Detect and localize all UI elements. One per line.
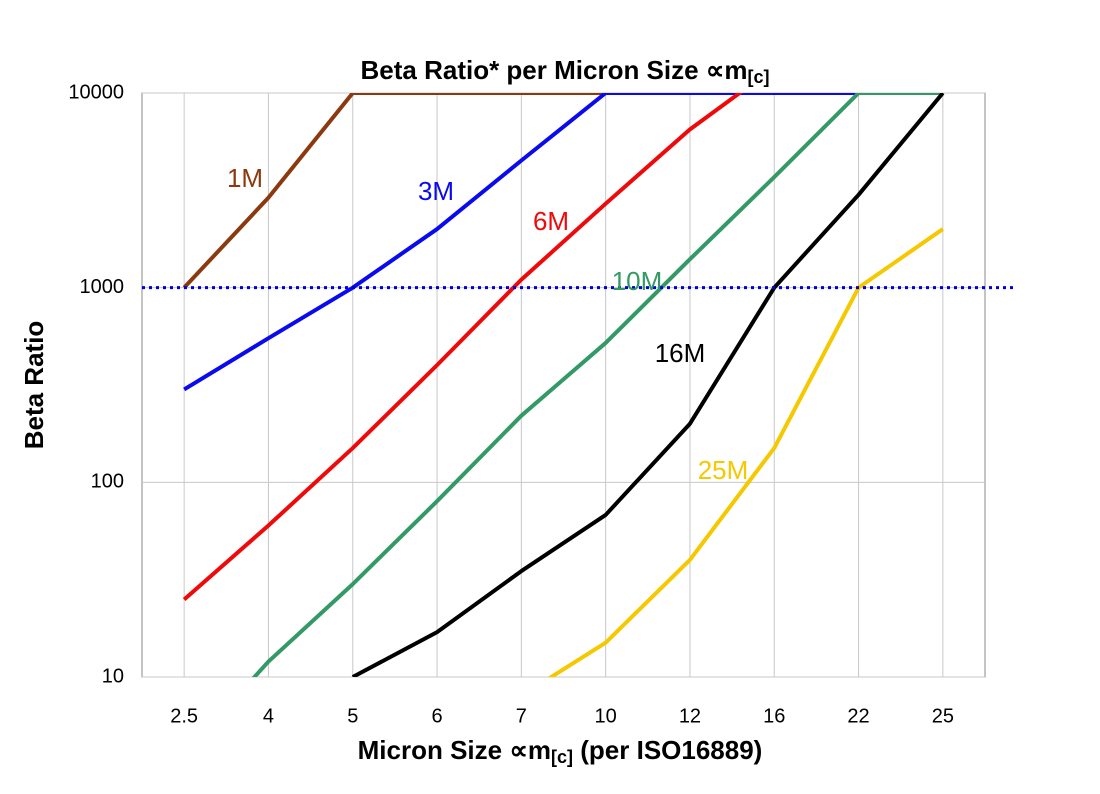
x-tick-label: 16 [763,705,785,727]
series-label: 10M [612,266,663,296]
x-label-main: Micron Size ∝m [358,735,551,765]
series-label: 1M [227,163,263,193]
x-tick-label: 4 [263,705,274,727]
x-label-sub: [c] [551,747,573,767]
series-label: 16M [655,338,706,368]
x-tick-label: 12 [679,705,701,727]
series-line [182,93,744,602]
x-tick-label: 22 [847,705,869,727]
plot-area [141,92,986,678]
y-tick-label: 10000 [68,81,124,103]
y-axis-label: Beta Ratio [19,321,49,450]
x-label-rest: (per ISO16889) [573,735,762,765]
x-tick-label: 2.5 [170,705,198,727]
lines [182,93,945,677]
series-line [547,227,944,677]
series-label: 25M [698,455,749,485]
series-line [251,93,943,677]
y-tick-label: 10 [102,665,124,687]
series-label: 6M [533,206,569,236]
grid [142,92,985,678]
title-main: Beta Ratio* per Micron Size ∝m [361,55,748,85]
y-tick-label: 1000 [80,276,125,298]
y-tick-label: 100 [91,471,124,493]
series-line [351,93,945,677]
title-sub: [c] [748,67,770,87]
series-line [183,93,943,392]
chart-title: Beta Ratio* per Micron Size ∝m[c] [361,55,770,87]
series-label: 3M [418,176,454,206]
x-tick-label: 25 [932,705,954,727]
x-tick-label: 5 [347,705,358,727]
x-tick-label: 10 [595,705,617,727]
x-tick-label: 7 [516,705,527,727]
x-tick-label: 6 [431,705,442,727]
x-axis-label: Micron Size ∝m[c] (per ISO16889) [358,735,763,767]
series-line [182,93,606,290]
